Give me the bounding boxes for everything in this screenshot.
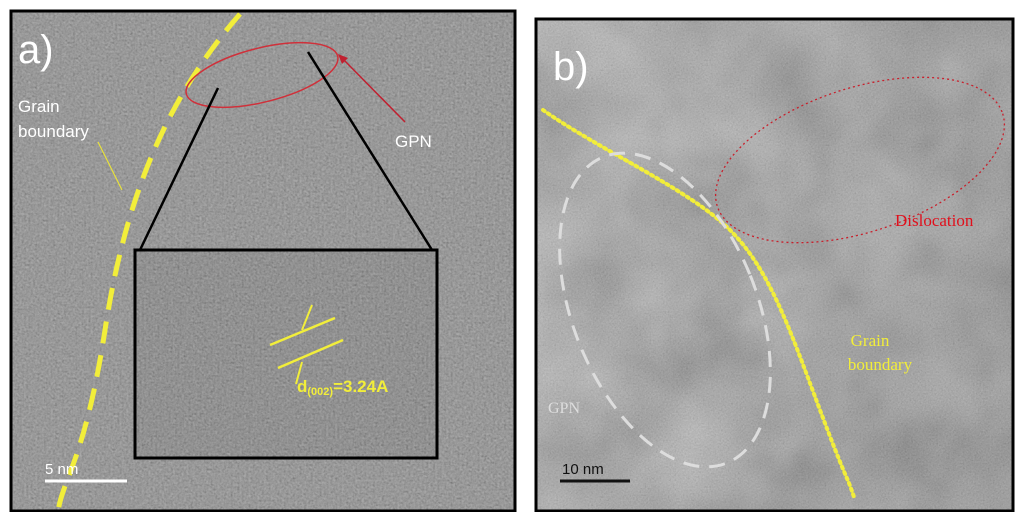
spacing-subscript: (002) xyxy=(307,386,333,398)
page: d(002)=3.24A a) Grain boundary GPN 5 nm … xyxy=(0,0,1018,512)
grain-boundary-label: Grain xyxy=(851,331,890,350)
spacing-value: =3.24A xyxy=(333,377,388,396)
figure: d(002)=3.24A a) Grain boundary GPN 5 nm … xyxy=(0,0,1018,512)
texture xyxy=(535,18,1014,512)
grain-boundary-label: boundary xyxy=(848,355,913,374)
scale-label: 10 nm xyxy=(562,461,604,478)
spacing-main: d xyxy=(297,377,307,396)
dislocation-label: Dislocation xyxy=(895,211,974,230)
grain-boundary-label: Grain xyxy=(18,97,60,116)
inset-texture xyxy=(135,250,437,458)
panel-label: a) xyxy=(18,28,54,72)
panel-b: b) Dislocation Grain boundary GPN 10 nm xyxy=(518,18,1018,512)
scale-label: 5 nm xyxy=(45,461,78,478)
gpn-label: GPN xyxy=(548,400,580,417)
panel-a: d(002)=3.24A a) Grain boundary GPN 5 nm xyxy=(10,10,516,512)
inset xyxy=(135,250,437,458)
gpn-label: GPN xyxy=(395,132,432,151)
panel-label: b) xyxy=(553,45,589,89)
grain-boundary-label: boundary xyxy=(18,122,89,141)
